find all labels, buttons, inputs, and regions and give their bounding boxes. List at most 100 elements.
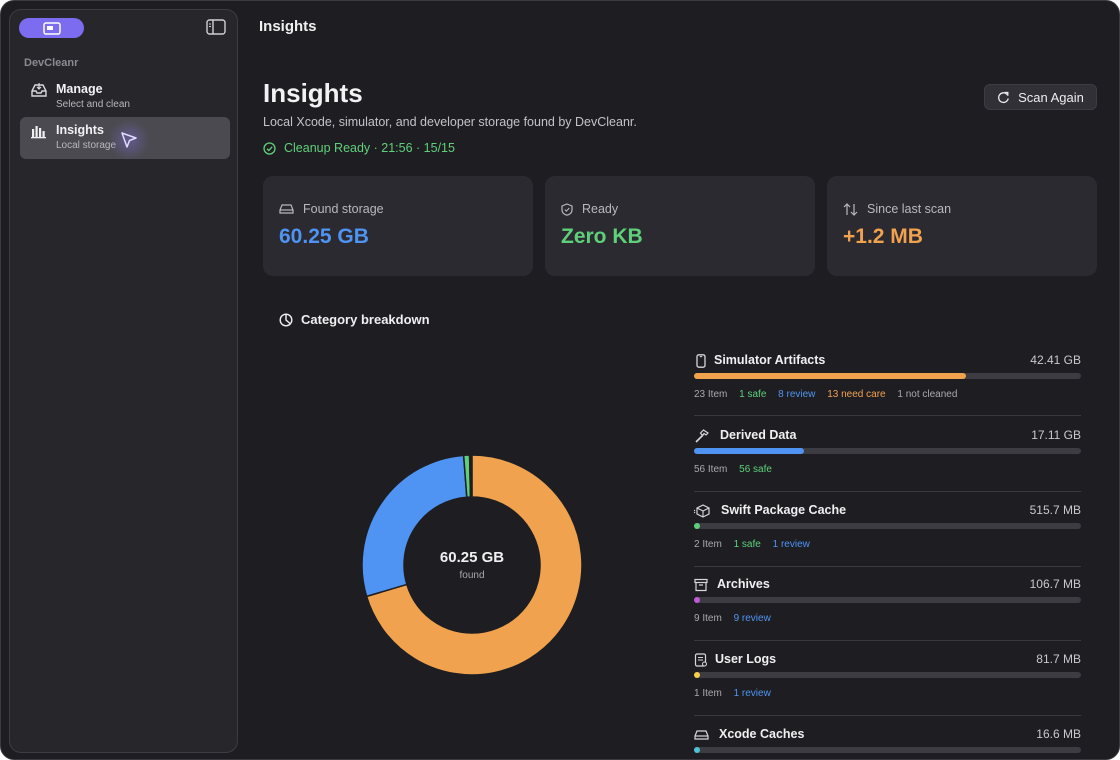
category-header: Swift Package Cache 515.7 MB [694, 502, 1081, 520]
item-count: 56 Item [694, 464, 728, 475]
log-icon [694, 653, 707, 667]
review-count: 1 review [772, 539, 810, 550]
category-progress-track [694, 523, 1081, 529]
card-label: Since last scan [867, 202, 952, 216]
page-subtitle: Local Xcode, simulator, and developer st… [263, 115, 637, 129]
category-progress-track [694, 747, 1081, 753]
archive-box-icon [694, 578, 708, 592]
ready-card: Ready Zero KB [545, 176, 815, 276]
card-label: Ready [582, 202, 619, 216]
category-progress-fill [694, 523, 700, 529]
category-row-simulator-artifacts[interactable]: Simulator Artifacts 42.41 GB 23 Item 1 s… [694, 352, 1081, 412]
category-name: Archives [717, 577, 770, 591]
page-title: Insights [263, 78, 363, 108]
donut-slice-simulator-artifacts [365, 454, 583, 676]
card-label-row: Found storage [279, 202, 384, 216]
app-icon [42, 21, 61, 35]
card-value: +1.2 MB [843, 225, 923, 248]
hammer-icon [695, 429, 709, 443]
review-count: 1 review [733, 688, 771, 699]
bar-chart-icon [31, 126, 46, 139]
donut-total: 60.25 GB [439, 549, 505, 566]
refresh-icon [998, 91, 1009, 103]
category-progress-fill [694, 373, 967, 379]
category-size: 16.6 MB [1036, 727, 1081, 741]
category-meta: 1 Item 1 review [694, 688, 780, 699]
category-name: Simulator Artifacts [714, 353, 826, 367]
pointer-cursor-icon [121, 132, 137, 148]
category-meta: 23 Item 1 safe 8 review 13 need care 1 n… [694, 389, 966, 400]
safe-count: 1 safe [739, 389, 767, 400]
category-name: User Logs [715, 652, 777, 666]
category-size: 81.7 MB [1036, 652, 1081, 666]
category-name: Swift Package Cache [721, 503, 847, 517]
package-icon [694, 504, 710, 518]
divider [694, 715, 1081, 716]
drive-icon [694, 730, 709, 740]
category-row-user-logs[interactable]: User Logs 81.7 MB 1 Item 1 review [694, 651, 1081, 711]
category-meta: 9 Item 9 review [694, 613, 780, 624]
category-row-xcode-caches[interactable]: Xcode Caches 16.6 MB [694, 726, 1081, 759]
category-progress-fill [694, 448, 804, 454]
item-count: 9 Item [694, 613, 722, 624]
category-header: Archives 106.7 MB [694, 576, 1081, 594]
breakdown-title-text: Category breakdown [301, 312, 430, 327]
category-header: Xcode Caches 16.6 MB [694, 726, 1081, 744]
item-count: 2 Item [694, 539, 722, 550]
card-label-row: Ready [561, 202, 618, 216]
category-progress-track [694, 672, 1081, 678]
shield-check-icon [561, 202, 573, 216]
donut-total-label: found [459, 570, 485, 581]
category-meta: 56 Item 56 safe [694, 464, 781, 475]
since-last-scan-card: Since last scan +1.2 MB [827, 176, 1097, 276]
need-care-count: 13 need care [827, 389, 886, 400]
category-header: User Logs 81.7 MB [694, 651, 1081, 669]
category-progress-fill [694, 747, 700, 753]
check-circle-icon [263, 141, 276, 155]
scan-again-label: Scan Again [1018, 89, 1084, 105]
category-name: Derived Data [720, 428, 797, 442]
divider [694, 640, 1081, 641]
review-count: 9 review [733, 613, 771, 624]
category-header: Derived Data 17.11 GB [694, 427, 1081, 445]
category-row-archives[interactable]: Archives 106.7 MB 9 Item 9 review [694, 576, 1081, 636]
sidebar-item-subtitle: Select and clean [56, 99, 130, 110]
status-text: Cleanup Ready · 21:56 · 15/15 [284, 141, 455, 155]
sidebar-app-button[interactable] [19, 18, 84, 38]
pie-chart-icon [279, 312, 293, 327]
category-row-swift-package-cache[interactable]: Swift Package Cache 515.7 MB 2 Item 1 sa… [694, 502, 1081, 562]
sidebar-toggle-icon[interactable] [206, 18, 226, 36]
category-progress-track [694, 373, 1081, 379]
category-meta: 2 Item 1 safe 1 review [694, 539, 819, 550]
not-cleaned-count: 1 not cleaned [897, 389, 958, 400]
category-progress-fill [694, 672, 700, 678]
category-progress-fill [694, 597, 700, 603]
safe-count: 1 safe [733, 539, 761, 550]
sidebar-section-title: DevCleanr [24, 57, 79, 69]
divider [694, 491, 1081, 492]
sidebar-item-manage[interactable]: Manage Select and clean [20, 76, 230, 118]
phone-icon [696, 354, 706, 368]
item-count: 23 Item [694, 389, 728, 400]
category-size: 42.41 GB [1030, 353, 1081, 367]
donut-slice-user-logs [470, 454, 473, 498]
card-value: Zero KB [561, 225, 643, 248]
status-line: Cleanup Ready · 21:56 · 15/15 [263, 141, 455, 155]
card-label-row: Since last scan [843, 202, 951, 216]
divider [694, 566, 1081, 567]
sidebar: DevCleanr Manage Select and clean Insigh… [9, 9, 238, 753]
category-name: Xcode Caches [719, 727, 805, 741]
drive-icon [279, 204, 294, 214]
category-row-derived-data[interactable]: Derived Data 17.11 GB 56 Item 56 safe [694, 427, 1081, 487]
category-progress-track [694, 448, 1081, 454]
scan-again-button[interactable]: Scan Again [984, 84, 1097, 110]
window-title: Insights [259, 18, 317, 35]
sidebar-item-insights[interactable]: Insights Local storage [20, 117, 230, 161]
sidebar-item-title: Insights [56, 123, 104, 137]
review-count: 8 review [778, 389, 816, 400]
category-donut-chart [361, 454, 583, 676]
found-storage-card: Found storage 60.25 GB [263, 176, 533, 276]
donut-slice-derived-data [361, 454, 468, 598]
safe-count: 56 safe [739, 464, 772, 475]
